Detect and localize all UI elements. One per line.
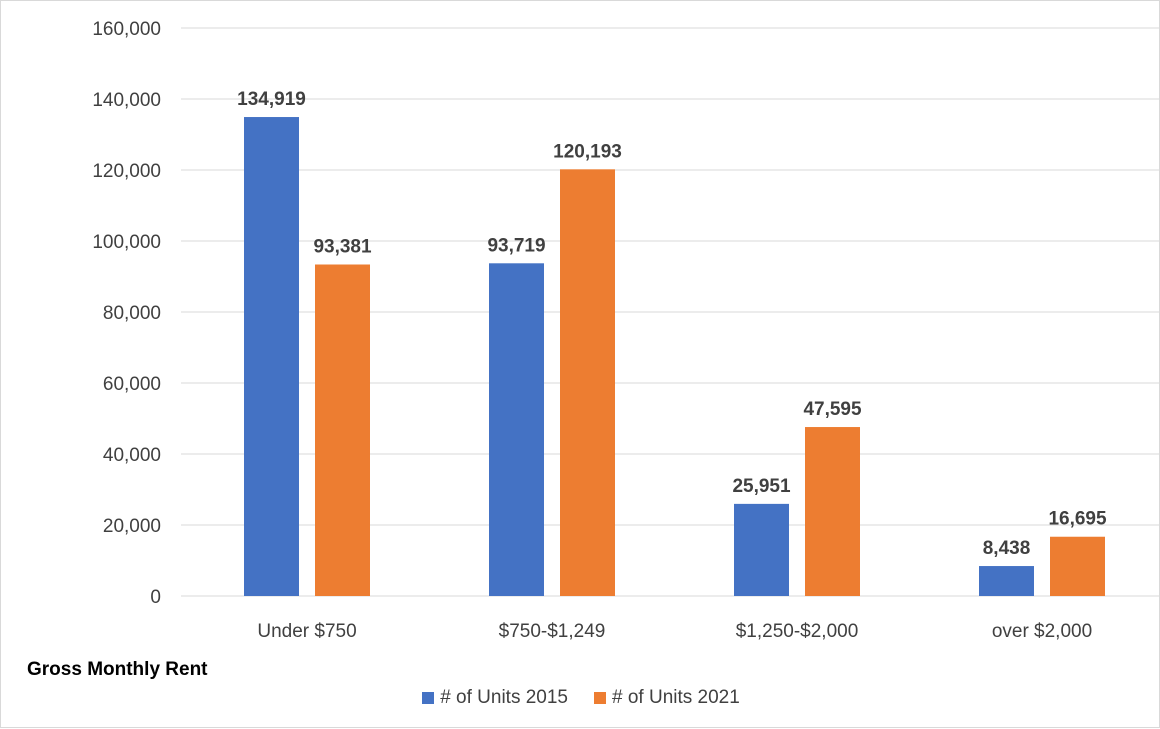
data-label: 93,381: [313, 236, 372, 257]
y-tick-label: 140,000: [92, 90, 161, 111]
y-tick-label: 120,000: [92, 161, 161, 182]
x-category-label: Under $750: [257, 621, 356, 642]
bar: [560, 169, 615, 596]
data-label: 16,695: [1048, 509, 1107, 530]
x-category-label: $750-$1,249: [499, 621, 606, 642]
y-tick-label: 40,000: [103, 445, 161, 466]
y-tick-label: 100,000: [92, 232, 161, 253]
y-tick-label: 20,000: [103, 516, 161, 537]
y-tick-label: 0: [150, 587, 161, 608]
bar: [315, 264, 370, 596]
data-label: 134,919: [237, 89, 306, 110]
bar: [489, 263, 544, 596]
bar: [244, 117, 299, 597]
legend-label-2015: # of Units 2015: [440, 687, 568, 708]
x-category-label: $1,250-$2,000: [736, 621, 859, 642]
legend-swatch-2021: [594, 692, 606, 704]
bar: [1050, 536, 1105, 596]
data-label: 8,438: [983, 538, 1031, 559]
legend-item-2021: # of Units 2021: [594, 687, 740, 709]
bar: [734, 503, 789, 596]
bar: [979, 566, 1034, 596]
y-tick-label: 80,000: [103, 303, 161, 324]
y-tick-label: 160,000: [92, 19, 161, 40]
x-axis-title: Gross Monthly Rent: [27, 659, 208, 680]
legend: # of Units 2015 # of Units 2021: [1, 687, 1160, 709]
data-label: 25,951: [732, 476, 791, 497]
data-label: 120,193: [553, 141, 622, 162]
data-label: 93,719: [487, 235, 545, 256]
x-category-label: over $2,000: [992, 621, 1092, 642]
legend-label-2021: # of Units 2021: [612, 687, 740, 708]
bar: [805, 427, 860, 596]
data-label: 47,595: [803, 399, 862, 420]
legend-item-2015: # of Units 2015: [422, 687, 568, 709]
legend-swatch-2015: [422, 692, 435, 704]
y-tick-label: 60,000: [103, 374, 161, 395]
